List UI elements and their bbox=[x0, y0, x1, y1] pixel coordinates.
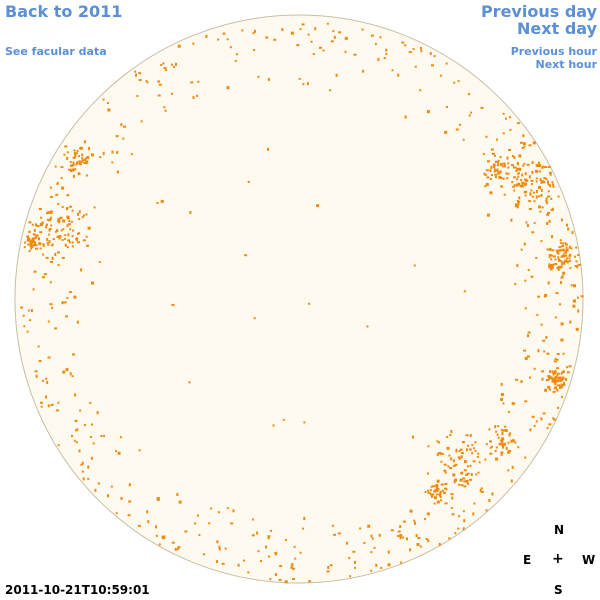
previous-hour-link[interactable]: Previous hour bbox=[510, 45, 597, 58]
see-facular-data-link[interactable]: See facular data bbox=[5, 45, 107, 58]
facula-layer bbox=[20, 22, 584, 584]
next-hour-link[interactable]: Next hour bbox=[535, 58, 598, 71]
compass-south-label: S bbox=[554, 583, 563, 597]
solar-disk-icon bbox=[14, 14, 584, 584]
compass-north-label: N bbox=[554, 523, 565, 537]
compass-west-label: W bbox=[582, 553, 596, 567]
plus-icon: + bbox=[552, 551, 564, 567]
back-to-year-link[interactable]: Back to 2011 bbox=[5, 2, 123, 21]
next-day-link[interactable]: Next day bbox=[517, 19, 597, 38]
previous-day-link[interactable]: Previous day bbox=[480, 2, 597, 21]
observation-timestamp: 2011-10-21T10:59:01 bbox=[5, 583, 150, 597]
compass-east-label: E bbox=[523, 553, 532, 567]
